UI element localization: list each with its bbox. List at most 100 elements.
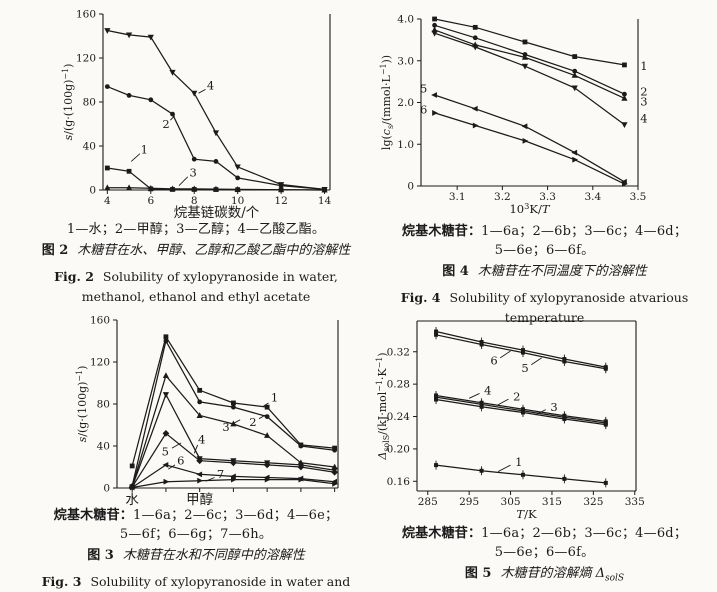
fig4-caption-zh-label: 图 4 xyxy=(442,264,469,279)
figure-4-block: 0 1.0 2.0 3.0 4.0 3.1 3.2 3.3 3.4 3.5 103K/T lg(cs/… xyxy=(372,2,717,328)
y-tick-label: 0 xyxy=(407,181,414,193)
fig4-caption-zh: 图 4 木糖苷在不同温度下的溶解性 xyxy=(372,261,717,288)
series-4-6d xyxy=(434,390,608,426)
x-axis: 285 295 305 315 325 335 xyxy=(418,491,645,508)
series-number-label-4: 4 xyxy=(193,433,205,454)
fig4-legend-lead: 烷基木糖苷： xyxy=(401,224,482,239)
series-number: 3 xyxy=(640,95,647,109)
x-axis: 水 甲醇 xyxy=(125,488,336,506)
y-tick-label: 0 xyxy=(103,483,110,495)
fig4-legend-text: 1—6a；2—6b；3—6c；4—6d； xyxy=(481,224,688,239)
series-3-6c xyxy=(434,395,608,430)
y-axis: 0 40 80 120 160 xyxy=(76,9,103,197)
fig3-legend-lead: 烷基木糖苷： xyxy=(53,508,133,523)
x-tick-label: 甲醇 xyxy=(186,491,213,506)
fig3-caption-zh-text: 木糖苷在水和不同醇中的溶解性 xyxy=(122,548,305,563)
y-axis: 0.16 0.20 0.24 0.28 0.32 xyxy=(387,346,417,488)
series-number: 6 xyxy=(177,454,184,468)
fig2-caption-en-text: Solubility of xylopyranoside in water, xyxy=(102,268,338,284)
series-number-label-6: 6 xyxy=(490,350,511,368)
series-number: 6 xyxy=(420,103,427,117)
series-5-6f xyxy=(128,430,339,491)
x-tick-label: 305 xyxy=(501,496,521,508)
y-tick-label: 4.0 xyxy=(397,14,414,26)
series-number-label-7: 7 xyxy=(205,467,224,482)
x-axis-label: 烷基链碳数/个 xyxy=(174,204,260,220)
x-tick-label: 335 xyxy=(625,496,645,508)
fig5-caption-zh-label: 图 5 xyxy=(464,566,492,581)
series-number-label-1: 1 xyxy=(497,455,523,472)
series-3-乙醇 xyxy=(104,184,328,193)
x-tick-label: 3.4 xyxy=(584,191,601,203)
series-6-6f xyxy=(432,110,628,187)
series-number-label-3: 3 xyxy=(222,419,241,434)
y-tick-label: 120 xyxy=(76,53,96,65)
series-number-label-2: 2 xyxy=(497,389,520,406)
series-number: 3 xyxy=(222,420,229,434)
y-tick-label: 160 xyxy=(76,9,96,21)
series-5-6e xyxy=(431,92,627,185)
y-tick-label: 160 xyxy=(90,315,110,327)
y-axis-label: s/(g·(100g)−1) xyxy=(61,64,75,141)
x-axis-label: T/K xyxy=(516,507,537,521)
y-tick-label: 0 xyxy=(89,185,96,197)
fig5-legend-text: 1—6a；2—6b；3—6c；4—6d； xyxy=(481,526,688,541)
series-number: 1 xyxy=(515,455,522,469)
fig2-legend-text: 1—水；2—甲醇；3—乙醇；4—乙酸乙酯。 xyxy=(66,222,326,237)
figure-5-block: 0.16 0.20 0.24 0.28 0.32 285 295 305 315 325 335 T/… xyxy=(372,298,717,590)
series-number-label-6: 6 xyxy=(420,103,427,117)
series-number-label-2: 2 xyxy=(249,414,266,429)
y-tick-label: 0.20 xyxy=(387,443,410,455)
series-number-label-1: 1 xyxy=(262,391,278,408)
series-number: 2 xyxy=(162,117,169,131)
y-tick-label: 120 xyxy=(90,357,110,369)
x-tick-label: 325 xyxy=(583,496,603,508)
series-7-6h xyxy=(129,476,339,491)
series-number-label-3: 3 xyxy=(178,165,197,186)
series-number: 1 xyxy=(141,142,148,156)
fig3-chart: 0 40 80 120 160 水 甲醇 s/(g·(100g)−1) 1 2 3 4 56 7 xyxy=(75,315,339,506)
x-tick-label: 水 xyxy=(125,492,139,506)
fig5-caption-zh-text: 木糖苷的溶解熵 Δ xyxy=(500,566,605,581)
x-tick-label: 8 xyxy=(191,195,198,207)
x-tick-label: 3.1 xyxy=(449,191,466,203)
series-number-label-4: 4 xyxy=(198,79,214,94)
series-number-label-6: 6 xyxy=(168,454,184,470)
series-number: 1 xyxy=(640,59,647,73)
series-number: 2 xyxy=(249,415,256,429)
y-tick-label: 80 xyxy=(83,97,96,109)
series-number: 7 xyxy=(217,467,224,481)
series-4-6d xyxy=(431,30,628,129)
series-number: 4 xyxy=(484,384,491,398)
fig5-legend-line2: 5—6e；6—6f。 xyxy=(494,545,595,560)
figure-3-block: 0 40 80 120 160 水 甲醇 s/(g·(100g)−1) 1 2 3 4 5 6 7 烷基木糖… xyxy=(28,306,364,592)
series-number: 5 xyxy=(162,444,169,458)
series-4-乙酸乙酯 xyxy=(104,28,328,193)
plot-border xyxy=(416,320,637,492)
x-axis-label: 103K/T xyxy=(509,201,550,216)
fig3-legend-line1: 烷基木糖苷：1—6a；2—6c；3—6d；4—6e； xyxy=(28,506,364,525)
fig5-legend-line1: 烷基木糖苷：1—6a；2—6b；3—6c；4—6d； xyxy=(372,524,717,543)
fig4-caption-en-label: Fig. 4 xyxy=(400,289,441,305)
y-axis: 0 40 80 120 160 xyxy=(90,315,117,495)
series-number: 6 xyxy=(490,354,497,368)
series-number: 1 xyxy=(271,391,278,405)
fig5-legend-lead: 烷基木糖苷： xyxy=(401,526,482,541)
fig4-chart: 0 1.0 2.0 3.0 4.0 3.1 3.2 3.3 3.4 3.5 103K/T lg(cs/… xyxy=(379,14,648,217)
series-number-label-1: 1 xyxy=(130,142,148,162)
x-tick-label: 3.5 xyxy=(630,191,647,203)
y-tick-label: 1.0 xyxy=(397,139,414,151)
series-3-6d xyxy=(129,372,338,489)
y-tick-label: 0.24 xyxy=(387,411,411,423)
series-number-label-2: 2 xyxy=(640,85,647,99)
fig4-legend-line1: 烷基木糖苷：1—6a；2—6b；3—6c；4—6d； xyxy=(372,222,717,241)
y-axis: 0 1.0 2.0 3.0 4.0 xyxy=(397,14,421,193)
series-number-label-5: 5 xyxy=(420,82,427,96)
figure-2-block: 0 40 80 120 160 4 6 8 10 12 14 烷基链碳数/个 s/(g·(100g)−1… xyxy=(28,2,364,306)
series-3-6c xyxy=(431,26,628,101)
x-tick-label: 315 xyxy=(542,496,562,508)
series-number-label-4: 4 xyxy=(640,111,647,125)
y-axis-label: ΔsolS/(kJ·mol−1·K−1) xyxy=(375,352,391,460)
series-number-label-2: 2 xyxy=(162,115,176,131)
